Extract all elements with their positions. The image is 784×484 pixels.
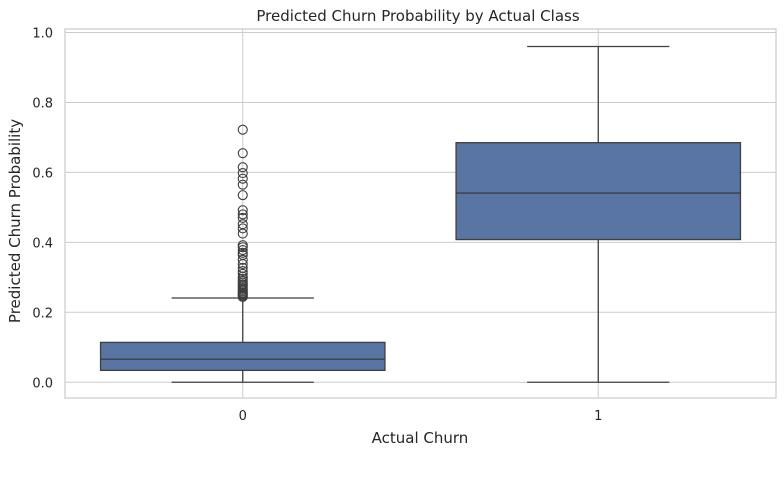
outlier-point bbox=[237, 168, 248, 179]
y-tick-label: 0.2 bbox=[32, 306, 53, 321]
y-tick-label: 0.6 bbox=[32, 166, 53, 181]
outlier-point bbox=[237, 205, 248, 216]
outlier-point bbox=[237, 190, 248, 201]
x-axis-title: Actual Churn bbox=[372, 429, 469, 447]
box-iqr bbox=[455, 142, 742, 241]
outlier-point bbox=[237, 124, 248, 135]
x-tick-label: 0 bbox=[239, 409, 247, 424]
outlier-point bbox=[237, 247, 248, 258]
outlier-point bbox=[237, 219, 248, 230]
outlier-point bbox=[237, 179, 248, 190]
y-tick-label: 0.8 bbox=[32, 96, 53, 111]
outlier-point bbox=[237, 209, 248, 220]
plot-area: 0.0 0.2 0.4 0.6 0.8 1.0 0 1 bbox=[32, 26, 777, 424]
outlier-point bbox=[237, 245, 248, 256]
outlier-point bbox=[237, 173, 248, 184]
outlier-point bbox=[237, 240, 248, 251]
plot-frame bbox=[64, 28, 777, 399]
outlier-point bbox=[237, 223, 248, 234]
y-axis-title: Predicted Churn Probability bbox=[6, 119, 24, 323]
outlier-point bbox=[237, 148, 248, 159]
box-iqr bbox=[99, 341, 386, 372]
outlier-point bbox=[237, 254, 248, 265]
y-tick-label: 0.4 bbox=[32, 236, 53, 251]
x-tick-label: 1 bbox=[594, 409, 602, 424]
outlier-point bbox=[237, 265, 248, 277]
chart-title: Predicted Churn Probability by Actual Cl… bbox=[256, 7, 579, 25]
outlier-point bbox=[237, 262, 248, 273]
outlier-point bbox=[237, 162, 248, 173]
outlier-point bbox=[237, 268, 248, 279]
outlier-point bbox=[237, 212, 248, 223]
y-tick-label: 0.0 bbox=[32, 376, 53, 391]
y-tick-label: 1.0 bbox=[32, 26, 53, 41]
